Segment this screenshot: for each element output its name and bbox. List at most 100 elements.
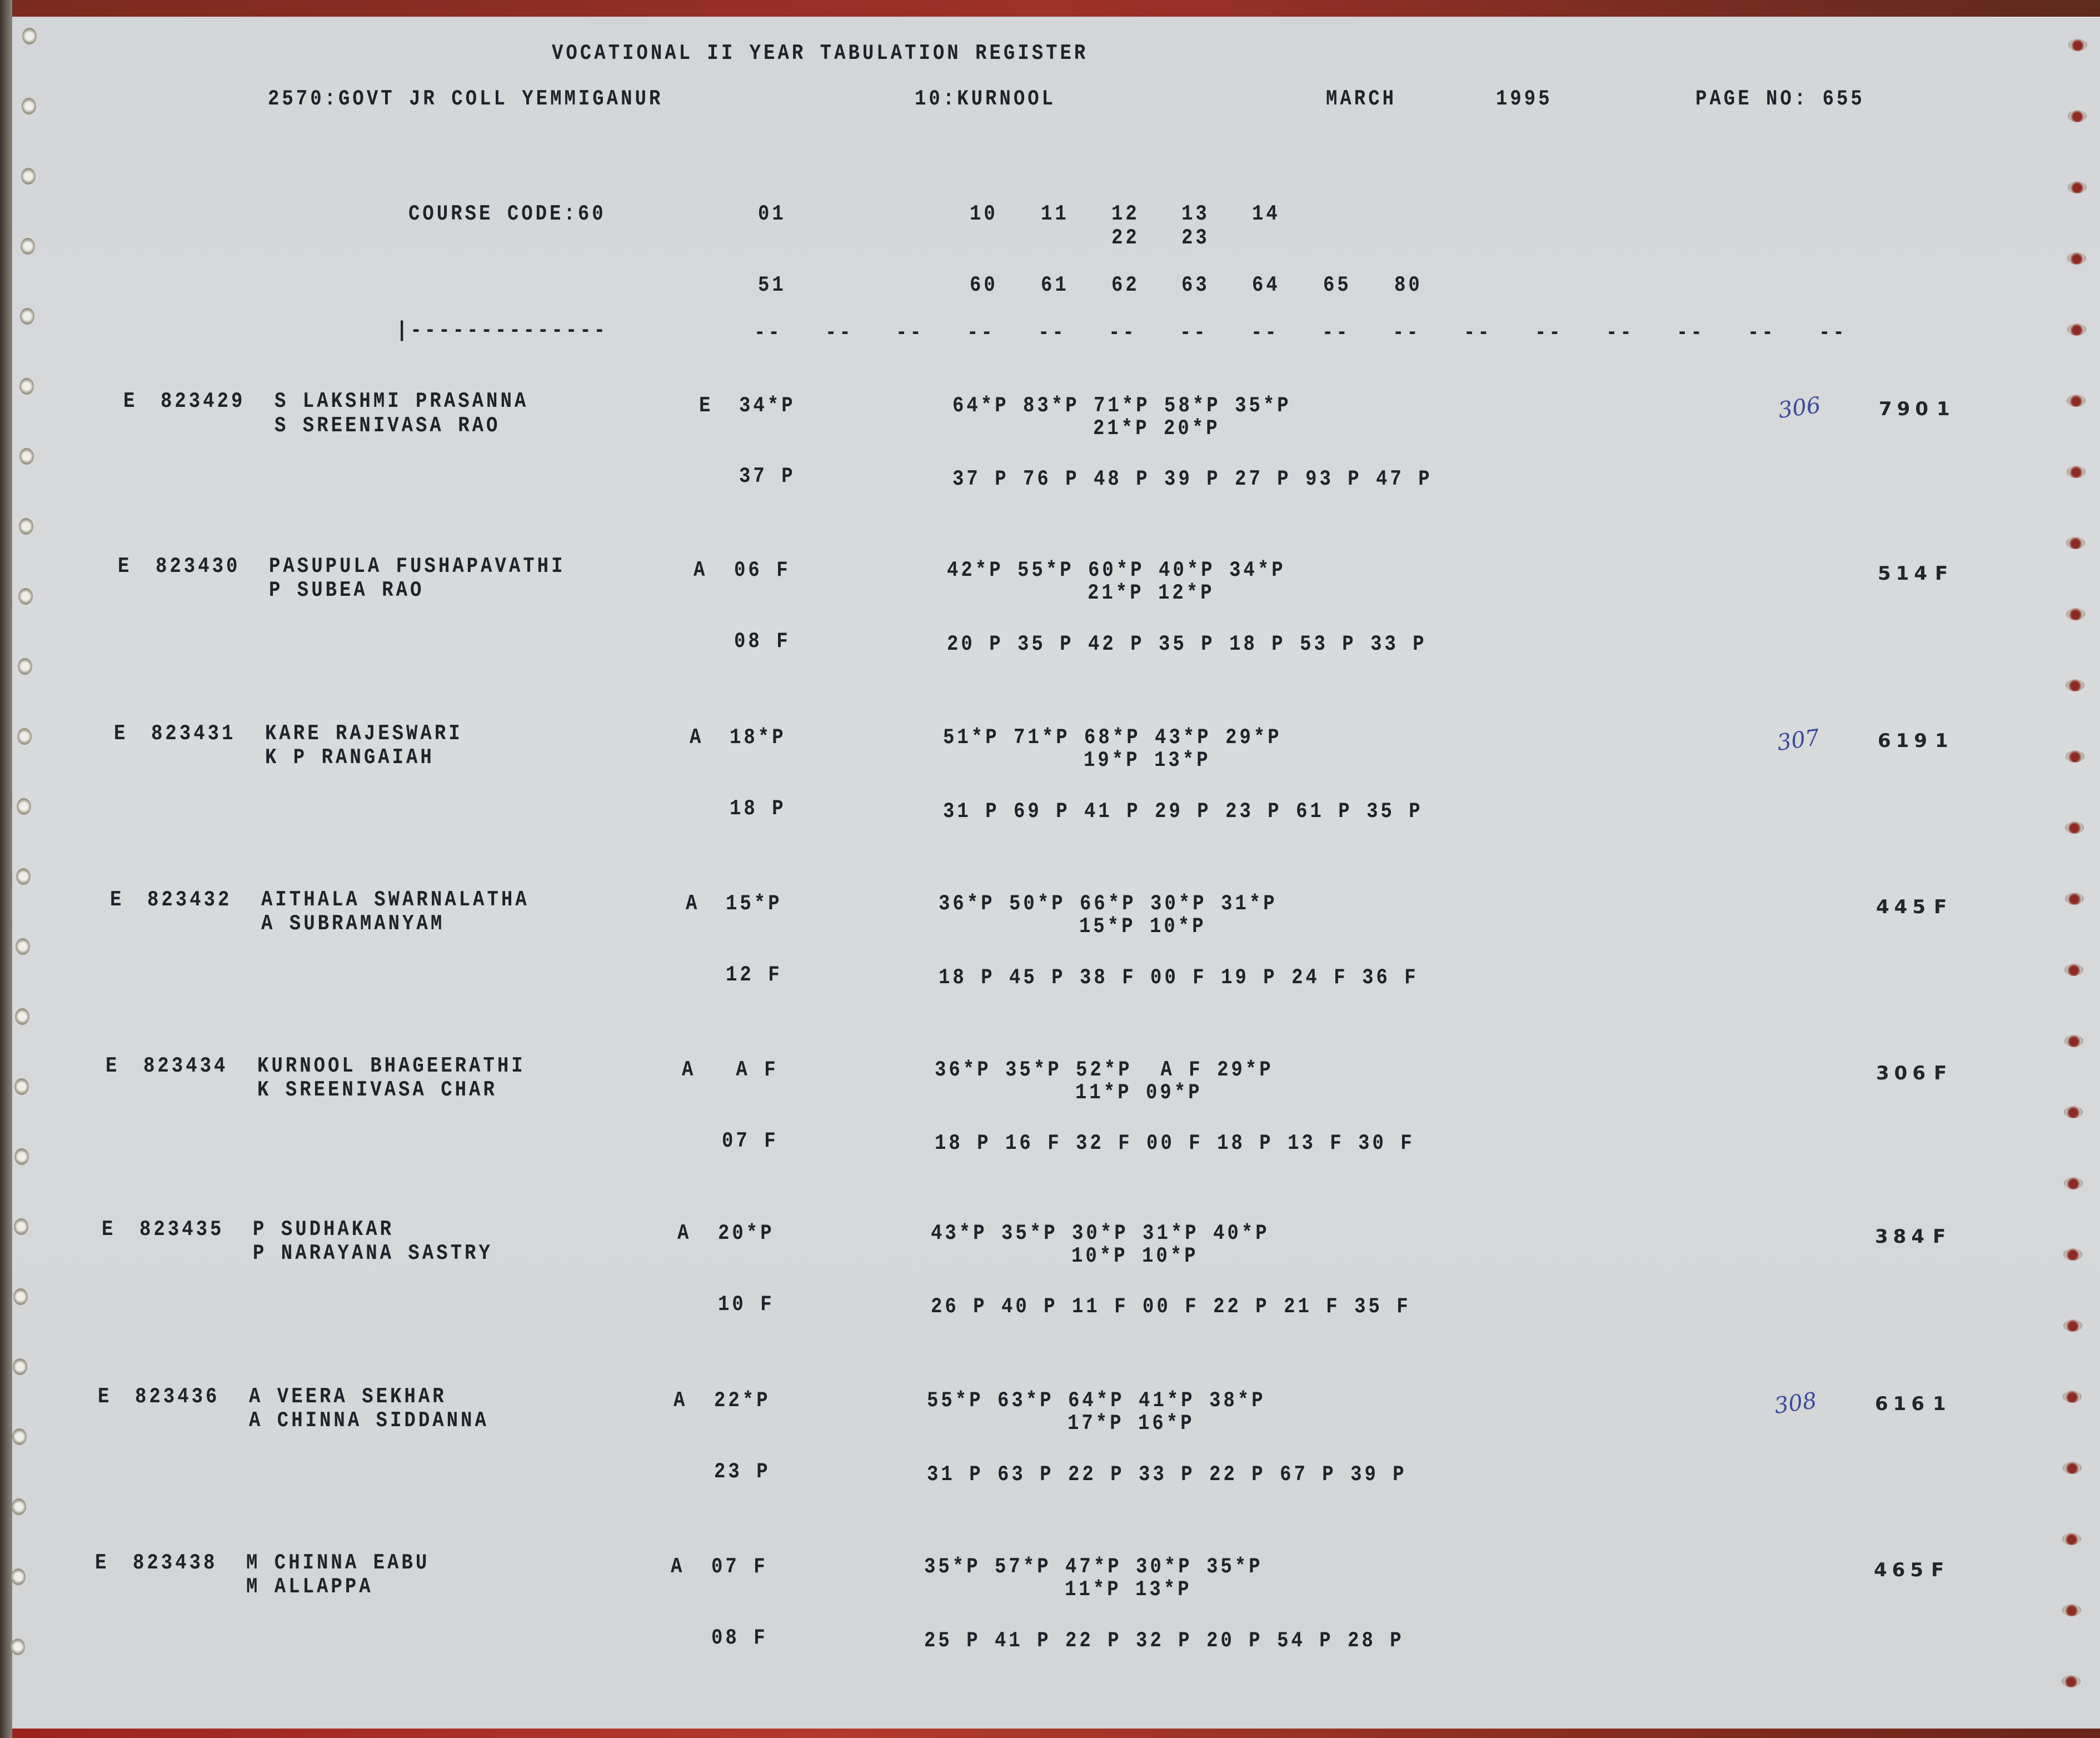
sprocket-hole — [19, 448, 34, 465]
sprocket-hole — [18, 658, 32, 675]
sprocket-hole — [17, 798, 31, 815]
column-code: 22 — [1111, 226, 1140, 251]
record-type: E — [123, 390, 138, 414]
record-type: E — [114, 722, 128, 746]
column-code: 65 — [1323, 273, 1351, 298]
roll-number: 823432 — [147, 888, 232, 913]
part1-mark: A F — [722, 1058, 779, 1083]
student-name: A VEERA SEKHAR — [249, 1385, 447, 1410]
page-left-edge — [0, 0, 12, 1738]
record-type: E — [95, 1551, 109, 1576]
grand-total: 306 — [1876, 1062, 1931, 1084]
column-rule: -- — [1393, 321, 1421, 346]
column-rule: -- — [1677, 321, 1705, 346]
subject-marks-third: 25 P 41 P 22 P 32 P 20 P 54 P 28 P — [924, 1629, 1404, 1654]
grand-total: 384 — [1875, 1226, 1929, 1248]
grand-total: 514 — [1878, 562, 1932, 585]
exam-month: MARCH — [1326, 87, 1397, 112]
column-rule: -- — [1606, 321, 1634, 346]
column-rule: -- — [896, 321, 924, 346]
result: 1 — [1937, 398, 1955, 420]
result: F — [1935, 562, 1953, 585]
sprocket-hole — [2064, 1177, 2083, 1189]
column-code: 11 — [1041, 202, 1069, 227]
column-rule: -- — [754, 321, 782, 346]
column-code: 80 — [1394, 273, 1423, 298]
page-number: PAGE NO: 655 — [1695, 87, 1865, 112]
group-code: E — [699, 394, 714, 419]
sprocket-hole — [13, 1288, 28, 1305]
sprocket-hole — [2064, 964, 2083, 976]
column-rule: -- — [1819, 321, 1847, 346]
sprocket-hole — [18, 588, 33, 605]
sprocket-hole — [16, 868, 31, 885]
column-rule: -- — [1322, 321, 1350, 346]
part1-mark: 07 F — [711, 1555, 768, 1580]
sprocket-hole — [2067, 252, 2086, 265]
group-code: A — [686, 892, 700, 917]
part1-mark: 18*P — [730, 726, 786, 750]
subject-marks: 43*P 35*P 30*P 31*P 40*P — [931, 1222, 1270, 1246]
part1-mark: 22*P — [714, 1389, 771, 1413]
sprocket-hole — [2066, 679, 2084, 691]
part1-mark: 15*P — [726, 892, 782, 917]
group-code: A — [674, 1389, 688, 1413]
subject-marks-second: 15*P 10*P — [1079, 915, 1206, 939]
sprocket-hole — [2062, 1675, 2081, 1687]
grand-total: 790 — [1879, 398, 1933, 420]
column-rule: -- — [1535, 321, 1563, 346]
sprocket-hole — [2068, 110, 2087, 122]
sprocket-hole — [17, 728, 32, 745]
result: 1 — [1935, 730, 1953, 752]
subject-marks-second: 21*P 20*P — [1093, 417, 1220, 441]
sprocket-hole — [2067, 323, 2086, 336]
column-code: 63 — [1181, 273, 1210, 298]
part1-mark-second: 37 P — [739, 465, 796, 489]
column-code: 64 — [1252, 273, 1280, 298]
sprocket-hole — [2062, 1604, 2081, 1616]
column-code: 61 — [1041, 273, 1069, 298]
subject-marks-third: 20 P 35 P 42 P 35 P 18 P 53 P 33 P — [947, 633, 1427, 657]
subject-marks: 35*P 57*P 47*P 30*P 35*P — [924, 1555, 1263, 1580]
subject-marks-third: 18 P 45 P 38 F 00 F 19 P 24 F 36 F — [939, 966, 1419, 990]
sprocket-hole — [11, 1568, 26, 1585]
column-rule: -- — [1109, 321, 1137, 346]
record-type: E — [98, 1385, 112, 1410]
sprocket-hole — [2063, 1248, 2082, 1261]
result: F — [1934, 1062, 1952, 1084]
district-name: 10:KURNOOL — [915, 87, 1056, 112]
column-rule: -- — [825, 321, 854, 346]
column-code: 01 — [758, 202, 786, 227]
record-type: E — [106, 1054, 120, 1079]
sprocket-hole — [20, 308, 34, 325]
group-code: A — [671, 1555, 685, 1580]
column-code: 13 — [1181, 202, 1210, 227]
column-rule: -- — [1180, 321, 1208, 346]
subject-marks-second: 19*P 13*P — [1084, 749, 1211, 773]
grand-total: 619 — [1878, 730, 1932, 752]
sprocket-hole — [2064, 1035, 2083, 1047]
subject-marks-second: 17*P 16*P — [1068, 1412, 1195, 1436]
course-code: COURSE CODE:60 — [408, 202, 606, 227]
column-code: 60 — [970, 273, 998, 298]
parent-name: A CHINNA SIDDANNA — [249, 1409, 489, 1433]
roll-number: 823436 — [135, 1385, 220, 1410]
roll-number: 823431 — [151, 722, 236, 746]
sprocket-hole — [22, 98, 36, 114]
student-name: M CHINNA EABU — [246, 1551, 430, 1576]
roll-number: 823429 — [161, 390, 246, 414]
tabulation-register-page — [10, 17, 2100, 1729]
subject-marks-second: 11*P 13*P — [1065, 1578, 1192, 1602]
sprocket-hole — [12, 1428, 27, 1445]
subject-marks-second: 10*P 10*P — [1071, 1244, 1199, 1269]
sprocket-hole — [2062, 1533, 2081, 1545]
group-code: A — [690, 726, 704, 750]
subject-marks: 51*P 71*P 68*P 43*P 29*P — [943, 726, 1282, 750]
sprocket-hole — [2066, 608, 2085, 620]
parent-name: M ALLAPPA — [246, 1575, 373, 1600]
part1-mark-second: 23 P — [714, 1460, 771, 1485]
sprocket-hole — [2067, 395, 2086, 407]
exam-year: 1995 — [1496, 87, 1553, 112]
roll-number: 823435 — [139, 1218, 225, 1242]
part1-mark-second: 10 F — [718, 1293, 775, 1317]
